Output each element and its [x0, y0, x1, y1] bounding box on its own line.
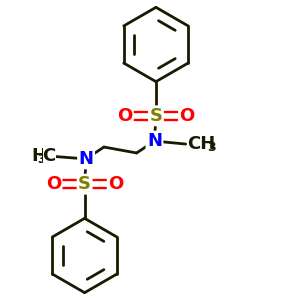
Text: O: O	[46, 175, 61, 193]
Text: CH: CH	[187, 135, 215, 153]
Text: 3: 3	[37, 153, 46, 166]
Text: O: O	[117, 107, 132, 125]
Text: N: N	[147, 132, 162, 150]
Text: O: O	[108, 175, 123, 193]
Text: 3: 3	[208, 141, 216, 154]
Text: S: S	[149, 107, 162, 125]
Text: O: O	[179, 107, 195, 125]
Text: N: N	[79, 150, 94, 168]
Text: S: S	[78, 175, 91, 193]
Text: C: C	[43, 147, 56, 165]
Text: H: H	[31, 147, 46, 165]
